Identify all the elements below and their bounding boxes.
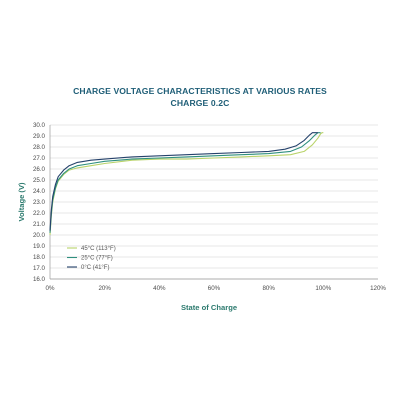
y-tick-label: 25.0: [33, 177, 46, 184]
y-tick-label: 16.0: [33, 276, 46, 283]
x-tick-label: 60%: [208, 285, 221, 292]
series-line-1: [49, 132, 321, 233]
y-tick-label: 21.0: [33, 221, 46, 228]
y-tick-label: 17.0: [33, 265, 46, 272]
x-axis-label: State of Charge: [181, 303, 237, 312]
x-tick-label: 0%: [46, 285, 55, 292]
axes: [49, 125, 378, 280]
y-tick-label: 20.0: [33, 232, 46, 239]
x-tick-label: 80%: [262, 285, 275, 292]
y-tick-label: 30.0: [33, 122, 46, 129]
legend-label: 0°C (41°F): [81, 265, 109, 271]
x-tick-label: 20%: [98, 285, 111, 292]
y-tick-label: 23.0: [33, 199, 46, 206]
series-line-0: [49, 132, 324, 236]
legend-label: 45°C (113°F): [81, 246, 116, 252]
x-axis-ticks: 0% 20% 40% 60% 80% 100% 120%: [46, 285, 387, 292]
chart-subtitle: CHARGE 0.2C: [170, 98, 230, 108]
y-tick-label: 29.0: [33, 133, 46, 140]
legend: 45°C (113°F) 25°C (77°F) 0°C (41°F): [67, 246, 116, 271]
y-tick-label: 27.0: [33, 155, 46, 162]
grid-lines: [50, 124, 378, 280]
y-tick-label: 22.0: [33, 210, 46, 217]
chart-title: CHARGE VOLTAGE CHARACTERISTICS AT VARIOU…: [73, 86, 327, 96]
x-tick-label: 40%: [153, 285, 166, 292]
legend-label: 25°C (77°F): [81, 256, 113, 262]
series-lines: [49, 132, 324, 236]
x-tick-label: 100%: [315, 285, 331, 292]
y-tick-label: 26.0: [33, 166, 46, 173]
y-axis-ticks: 16.0 17.0 18.0 19.0 20.0 21.0 22.0 23.0 24.0 25.0…: [33, 122, 46, 283]
y-tick-label: 28.0: [33, 144, 46, 151]
y-tick-label: 18.0: [33, 254, 46, 261]
y-tick-label: 19.0: [33, 243, 46, 250]
y-tick-label: 24.0: [33, 188, 46, 195]
y-axis-label: Voltage (V): [17, 182, 26, 222]
series-line-2: [49, 132, 318, 231]
x-tick-label: 120%: [370, 285, 386, 292]
